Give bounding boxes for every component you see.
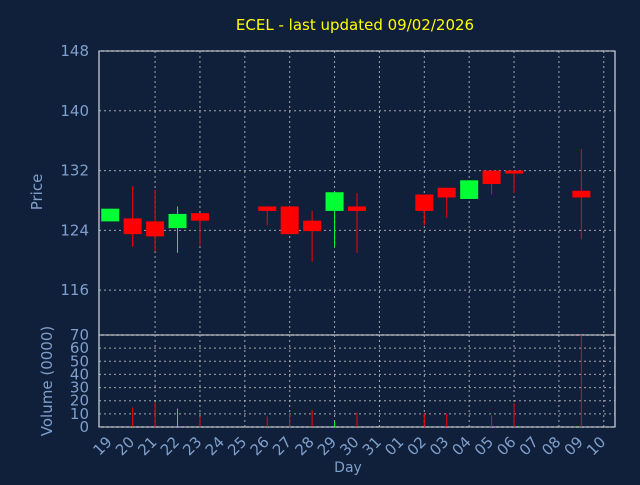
candle-body [415,194,434,211]
x-axis-label: Day [334,460,362,476]
candle-body [460,180,479,199]
price-tick-label: 116 [60,281,89,299]
price-panel: 116 124 132 140 148 [60,42,616,336]
candle-body [437,187,456,198]
price-tick-label: 140 [60,102,89,120]
chart-title: ECEL - last updated 09/02/2026 [236,16,474,34]
volume-tick-label: 0 [79,418,89,436]
candle-body [280,206,299,235]
volume-tick-label: 60 [70,339,89,357]
price-axis-label: Price [28,174,46,211]
volume-tick-label: 40 [70,365,89,383]
price-tick-label: 148 [60,42,89,60]
candle-body [168,213,187,229]
price-tick-label: 132 [60,162,89,180]
candle-body [146,221,165,237]
volume-tick-label: 30 [70,379,89,397]
price-tick-label: 124 [60,221,89,239]
candle-body [348,206,366,211]
candle-body [325,192,344,211]
volume-tick-label: 70 [70,326,89,344]
volume-axis-label: Volume (0000) [38,326,56,436]
volume-tick-label: 20 [70,392,89,410]
x-tick-labels: 1920212223242526272829303101020304050607… [90,433,610,459]
candle-body [482,170,501,185]
volume-tick-label: 10 [70,405,89,423]
volume-tick-label: 50 [70,352,89,370]
candle-body [258,206,277,211]
candle-body [190,213,209,221]
candle-body [101,208,120,222]
x-tick-label: 10 [583,433,609,459]
candle-body [505,170,524,174]
candle-body [572,190,591,198]
candle-body [123,218,142,235]
candle-body [303,220,322,232]
